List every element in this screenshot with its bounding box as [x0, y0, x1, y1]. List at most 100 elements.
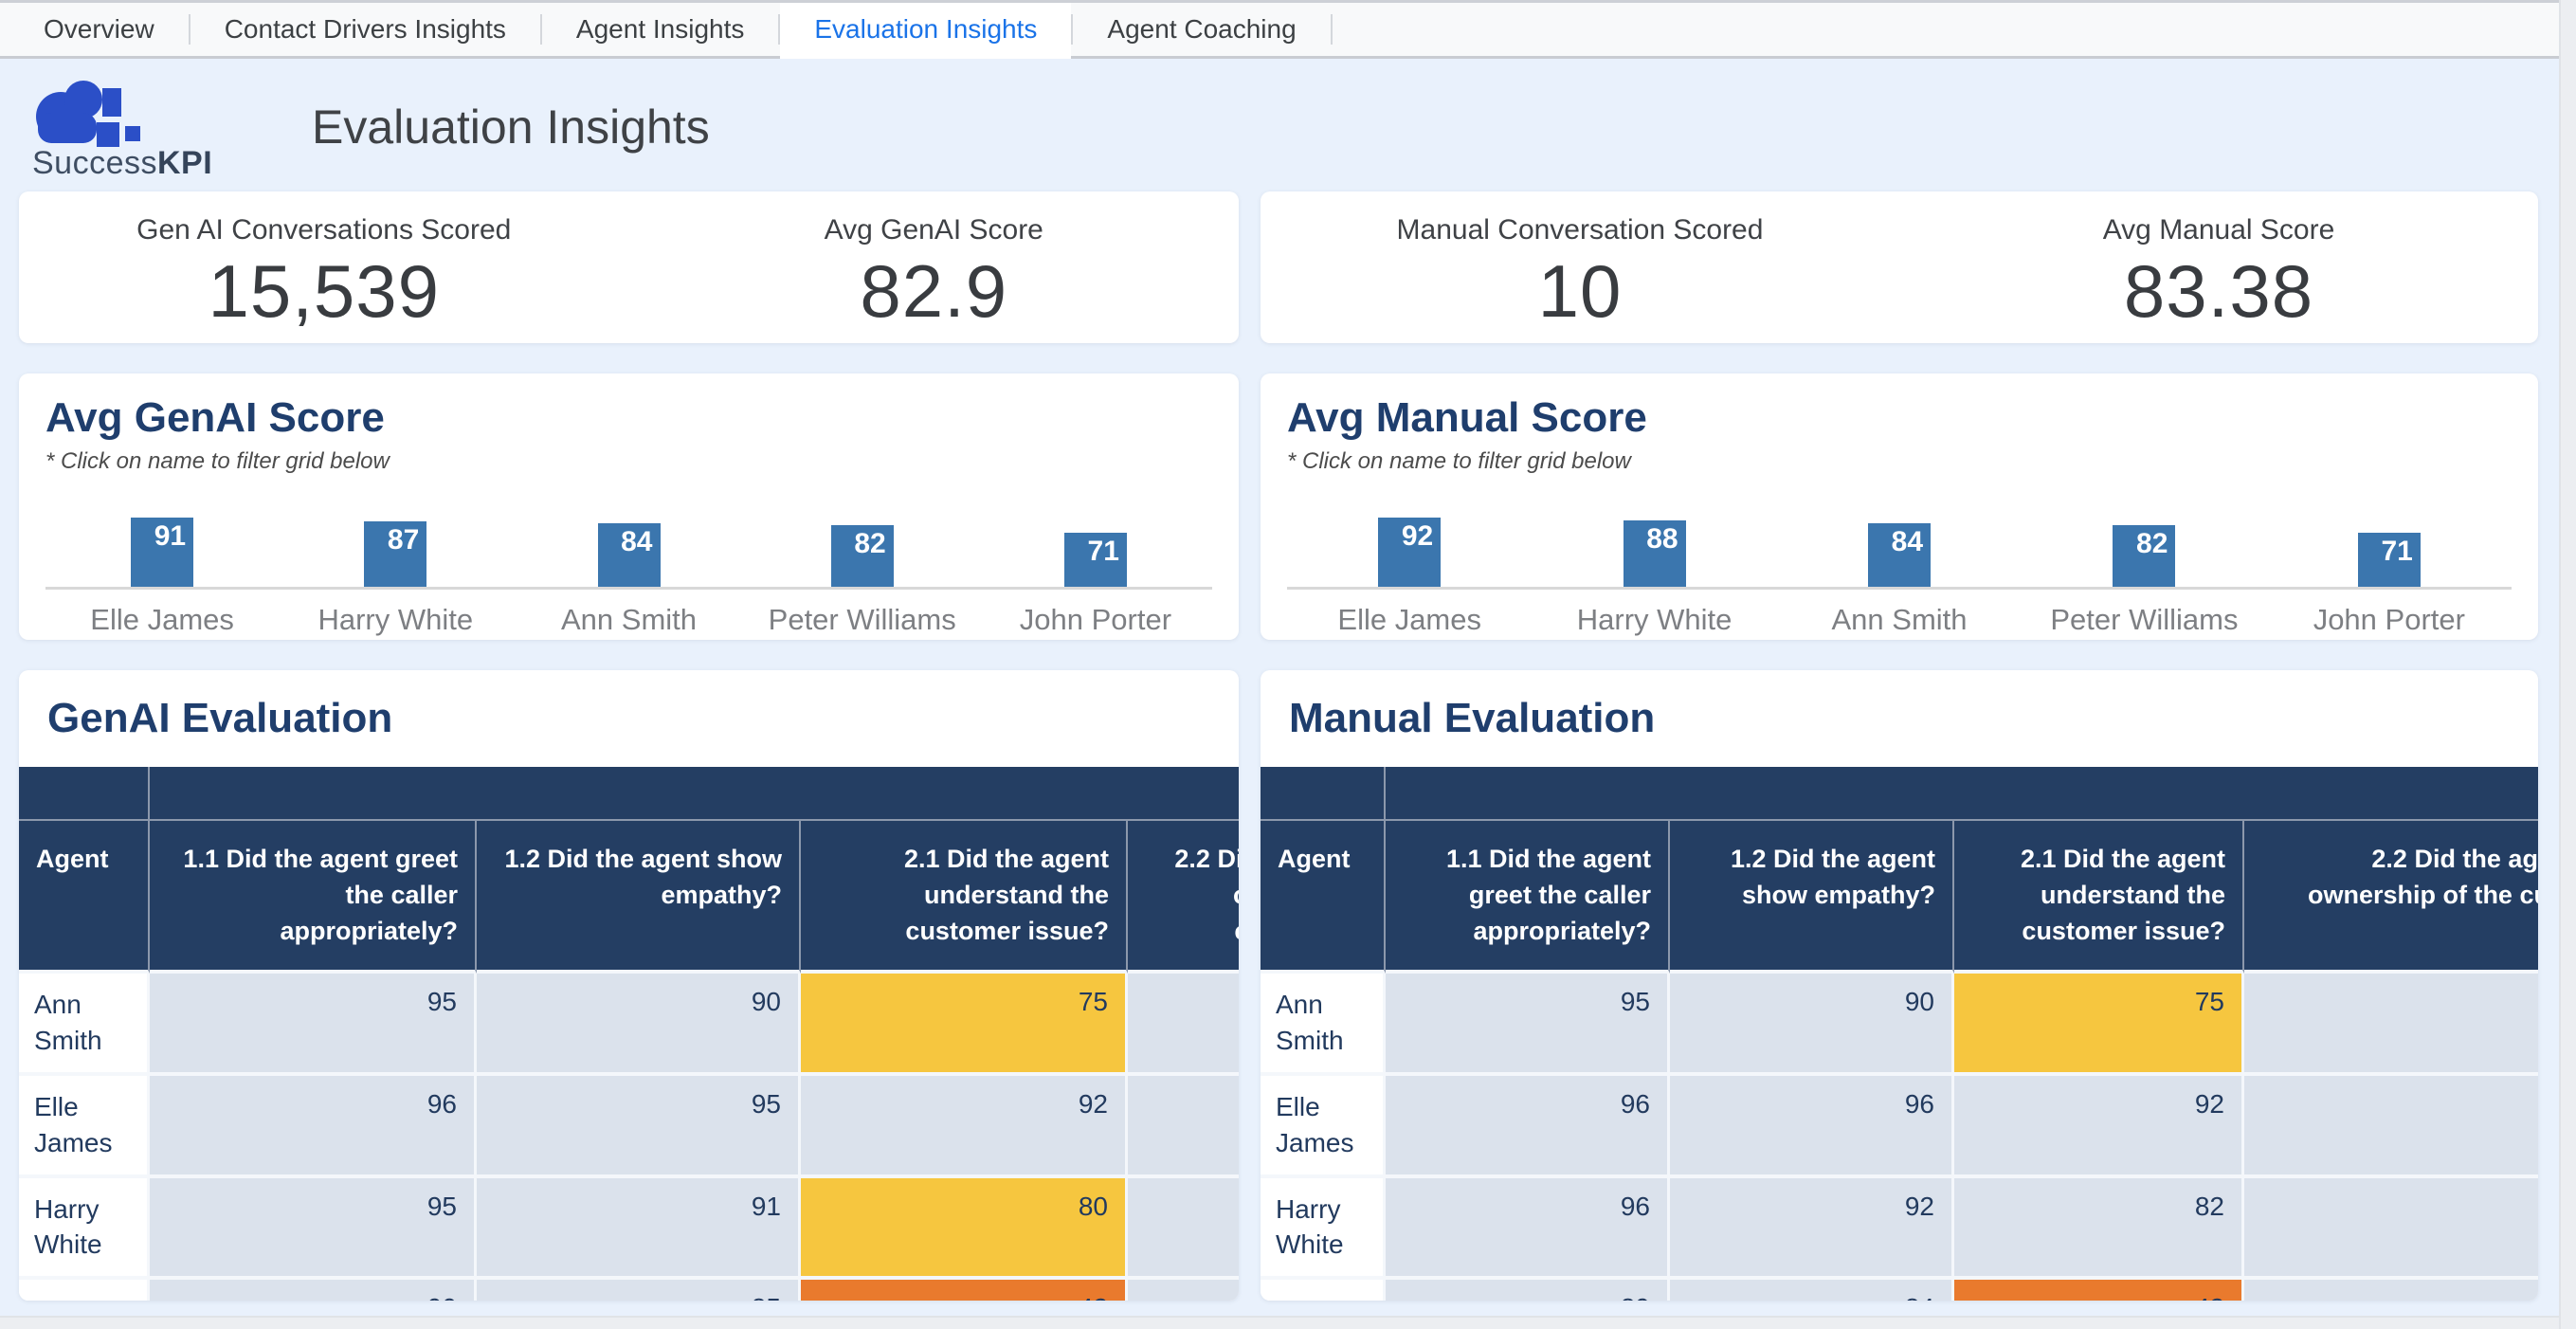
table-card-genai-evaluation: GenAI Evaluation Agent 1.1 Did the agent g…	[19, 670, 1239, 1301]
score-cell: 95	[150, 974, 477, 1076]
chart-filter-note: * Click on name to filter grid below	[1287, 448, 1631, 475]
agent-name-cell: John Porter	[1261, 1280, 1386, 1301]
x-label-harry-white[interactable]: Harry White	[1576, 603, 1732, 637]
horizontal-scrollbar[interactable]	[0, 1316, 2559, 1329]
bar-slot: 71	[979, 481, 1212, 588]
score-cell: 75	[801, 974, 1128, 1076]
agent-name-cell: Harry White	[19, 1177, 150, 1281]
vertical-scrollbar[interactable]	[2559, 0, 2576, 1329]
bar-value-label: 71	[1087, 536, 1119, 568]
x-label-peter-williams[interactable]: Peter Williams	[768, 603, 956, 637]
chart-title: Avg Manual Score	[1287, 394, 1647, 441]
table-row-elle-james: Elle James 96 95 92	[19, 1075, 1239, 1178]
bar-john-porter[interactable]: 71	[2357, 533, 2421, 588]
group-band-agent	[19, 767, 150, 821]
score-cell	[2244, 1177, 2538, 1281]
table-row-john-porter: John Porter898442	[1261, 1280, 2538, 1301]
score-cell: 92	[1670, 1177, 1954, 1281]
score-cell: 82	[1954, 1177, 2244, 1281]
x-label-john-porter[interactable]: John Porter	[1019, 603, 1172, 637]
x-label-harry-white[interactable]: Harry White	[317, 603, 474, 637]
score-cell: 95	[477, 1075, 801, 1178]
score-cell: 42	[1954, 1280, 2244, 1301]
score-cell: 90	[1670, 974, 1954, 1076]
score-cell: 84	[1670, 1280, 1954, 1301]
score-cell	[1128, 974, 1239, 1076]
column-header-agent: Agent	[1261, 821, 1386, 974]
table-title: Manual Evaluation	[1289, 695, 1656, 741]
kpi-metric-manual-conversation-scored: Manual Conversation Scored 10	[1261, 191, 1899, 343]
bar-plot: 92 88 84 82 71	[1287, 481, 2512, 591]
x-label-peter-williams[interactable]: Peter Williams	[2050, 603, 2239, 637]
bar-peter-williams[interactable]: 82	[2113, 524, 2176, 588]
score-cell	[1128, 1177, 1239, 1281]
score-cell: 89	[1386, 1280, 1670, 1301]
score-cell: 95	[150, 1177, 477, 1281]
successkpi-logo: SuccessKPI	[32, 73, 236, 182]
table-row-john-porter: John Porter908542	[19, 1280, 1239, 1301]
kpi-metric-value: 82.9	[860, 249, 1008, 333]
score-cell: 92	[1954, 1075, 2244, 1178]
score-cell: 92	[801, 1075, 1128, 1178]
score-cell	[1128, 1280, 1239, 1301]
x-label-ann-smith[interactable]: Ann Smith	[1831, 603, 1968, 637]
group-band-agent	[1261, 767, 1386, 821]
bar-plot: 91 87 84 82 71	[45, 481, 1212, 591]
bar-value-label: 71	[2381, 536, 2413, 568]
score-cell: 42	[801, 1280, 1128, 1301]
score-cell	[1128, 1075, 1239, 1178]
score-cell	[2244, 974, 2538, 1076]
bar-john-porter[interactable]: 71	[1063, 533, 1127, 588]
bar-slot: 91	[45, 481, 279, 588]
column-header-2-2-did-the-agent-ta: 2.2 Did the agent take ownership of the …	[2244, 821, 2538, 974]
bar-value-label: 91	[154, 520, 187, 553]
bar-harry-white[interactable]: 87	[364, 520, 427, 588]
page-title: Evaluation Insights	[312, 100, 710, 154]
score-cell: 91	[477, 1177, 801, 1281]
chart-filter-note: * Click on name to filter grid below	[45, 448, 390, 475]
kpi-metric-label: Avg Manual Score	[2102, 214, 2335, 246]
agent-name-cell: Harry White	[1261, 1177, 1386, 1281]
tab-contact-drivers-insights[interactable]: Contact Drivers Insights	[224, 14, 506, 44]
x-label-elle-james[interactable]: Elle James	[1337, 603, 1481, 637]
column-header-1-2-did-the-agent-sh: 1.2 Did the agent show empathy?	[1670, 821, 1954, 974]
bar-value-label: 84	[621, 526, 653, 557]
kpi-metric-value: 83.38	[2123, 249, 2314, 333]
tab-agent-coaching[interactable]: Agent Coaching	[1107, 14, 1297, 44]
bar-harry-white[interactable]: 88	[1623, 519, 1686, 588]
kpi-metric-avg-manual-score: Avg Manual Score 83.38	[1899, 191, 2538, 343]
bar-elle-james[interactable]: 92	[1378, 517, 1442, 588]
agent-name-cell: Ann Smith	[1261, 974, 1386, 1076]
evaluation-table: Agent 1.1 Did the agent greet the caller …	[19, 767, 1239, 1301]
score-cell	[2244, 1280, 2538, 1301]
tab-agent-insights[interactable]: Agent Insights	[575, 14, 745, 44]
table-header-row: Agent 1.1 Did the agent greet the caller …	[19, 821, 1239, 974]
agent-name-cell: Ann Smith	[19, 974, 150, 1076]
chart-row: Avg GenAI Score * Click on name to filter…	[0, 373, 2576, 640]
column-header-1-1-did-the-agent-gr: 1.1 Did the agent greet the caller appro…	[1386, 821, 1670, 974]
x-label-elle-james[interactable]: Elle James	[90, 603, 234, 637]
evaluation-table: Agent 1.1 Did the agent greet the caller …	[1261, 767, 2538, 1301]
bar-peter-williams[interactable]: 82	[830, 524, 894, 588]
kpi-metric-avg-genai-score: Avg GenAI Score 82.9	[629, 191, 1240, 343]
group-band-questions	[1386, 767, 2538, 821]
tab-divider	[188, 14, 190, 45]
bar-value-label: 87	[387, 523, 420, 555]
group-band-questions	[150, 767, 1239, 821]
tab-evaluation-insights[interactable]: Evaluation Insights	[780, 3, 1072, 59]
tab-overview[interactable]: Overview	[44, 14, 154, 44]
tab-divider	[1071, 14, 1074, 45]
tab-divider	[1330, 14, 1333, 45]
x-label-ann-smith[interactable]: Ann Smith	[561, 603, 698, 637]
bar-ann-smith[interactable]: 84	[597, 523, 661, 588]
x-label-john-porter[interactable]: John Porter	[2313, 603, 2465, 637]
score-cell: 96	[1386, 1177, 1670, 1281]
score-cell: 90	[477, 974, 801, 1076]
bar-value-label: 82	[854, 527, 886, 559]
bar-ann-smith[interactable]: 84	[1868, 523, 1932, 588]
bar-value-label: 92	[1401, 519, 1434, 552]
column-header-agent: Agent	[19, 821, 150, 974]
bar-elle-james[interactable]: 91	[131, 518, 194, 588]
table-row-harry-white: Harry White 96 92 82	[1261, 1177, 2538, 1281]
column-header-1-1-did-the-agent-gr: 1.1 Did the agent greet the caller appro…	[150, 821, 477, 974]
